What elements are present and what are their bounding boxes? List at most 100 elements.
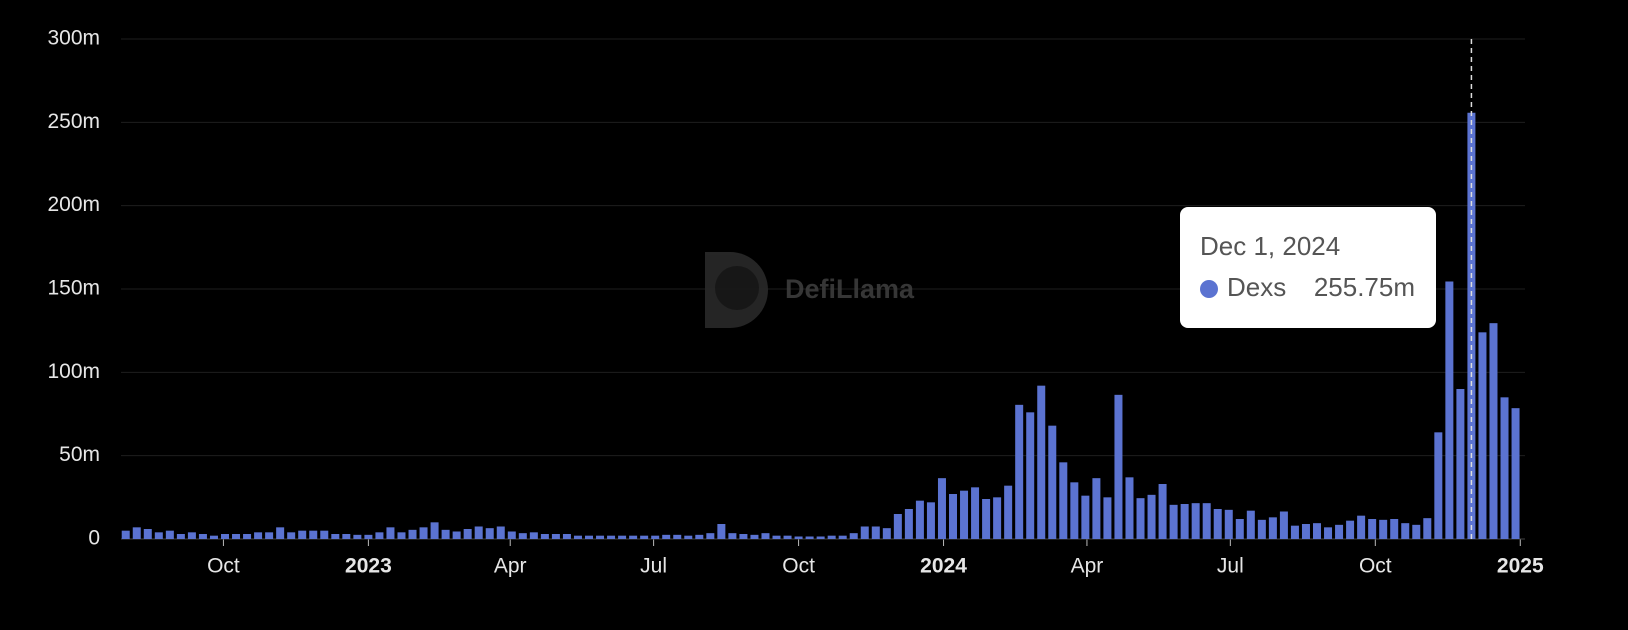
bar (1511, 408, 1520, 539)
bar (1301, 524, 1310, 539)
bar (529, 532, 538, 539)
bar (265, 532, 274, 539)
bar (893, 514, 902, 539)
bar (618, 535, 627, 539)
bar (1257, 519, 1266, 539)
x-tick-label: 2023 (345, 555, 392, 578)
bar (1279, 511, 1288, 539)
bar (1324, 527, 1333, 539)
bar (1246, 510, 1255, 539)
bar (221, 534, 229, 539)
bar (1224, 509, 1233, 539)
bar (982, 499, 991, 539)
bar (1158, 484, 1167, 539)
bar (187, 532, 196, 539)
bar (143, 529, 152, 539)
y-tick-label: 150m (47, 277, 100, 300)
bar (1213, 509, 1222, 539)
bar (1004, 485, 1013, 539)
bar (342, 534, 351, 539)
bar (1434, 432, 1443, 539)
bar (1070, 482, 1079, 539)
watermark: DefiLlama (705, 252, 915, 328)
bar (1500, 397, 1509, 539)
bar (287, 532, 296, 539)
bar (1357, 515, 1366, 539)
bar (915, 500, 924, 539)
x-tick-label: Jul (640, 555, 667, 578)
bar (882, 528, 891, 539)
bar (298, 530, 307, 539)
tooltip-series: Dexs (1227, 272, 1286, 302)
bar (794, 536, 803, 539)
bar (452, 531, 461, 539)
bar (1202, 503, 1211, 539)
bar (827, 535, 836, 539)
bar (198, 534, 207, 539)
bar (320, 530, 329, 539)
bar (904, 509, 913, 539)
bar (871, 526, 880, 539)
grid (121, 38, 1525, 540)
bar (1235, 519, 1244, 539)
bar (375, 532, 384, 539)
bar (485, 528, 494, 539)
bar (971, 487, 980, 539)
bar (1313, 523, 1321, 539)
bar (408, 529, 417, 539)
bar (1401, 523, 1410, 539)
bar (772, 535, 781, 539)
bar (1147, 494, 1156, 539)
bar (838, 535, 847, 539)
bar (651, 535, 660, 539)
bar (463, 529, 472, 539)
bar (419, 527, 428, 539)
bar (1335, 524, 1344, 539)
bar (1136, 498, 1145, 539)
x-tick-label: Apr (1071, 555, 1104, 578)
bar (1445, 281, 1454, 539)
tooltip-title: Dec 1, 2024 (1200, 231, 1340, 261)
tooltip: Dec 1, 2024 Dexs 255.75m (1180, 207, 1436, 328)
bar (805, 536, 814, 539)
bar (1379, 519, 1388, 539)
bar (176, 534, 185, 539)
bar (309, 530, 318, 539)
bar (1390, 519, 1399, 539)
bar (276, 527, 285, 539)
tooltip-value: 255.75m (1314, 272, 1415, 302)
bar (254, 532, 263, 539)
x-tick-label: Apr (494, 555, 527, 578)
y-tick-label: 100m (47, 360, 100, 383)
watermark-text: DefiLlama (785, 274, 915, 304)
bar (551, 534, 560, 539)
bar (397, 532, 406, 539)
bar (860, 526, 869, 539)
bar (1489, 323, 1498, 539)
watermark-logo-face (715, 266, 759, 310)
bar (761, 533, 770, 539)
bar (154, 532, 163, 539)
y-tick-label: 250m (47, 110, 100, 133)
bar (353, 534, 362, 539)
bar (993, 497, 1002, 539)
bar (607, 535, 616, 539)
bar (474, 526, 483, 539)
bar (232, 534, 241, 539)
bar (1015, 404, 1024, 539)
x-tick-label: Oct (207, 555, 240, 578)
bar (926, 502, 935, 539)
bar (684, 535, 693, 539)
bar (629, 535, 638, 539)
bar (562, 534, 571, 539)
x-tick-label: 2025 (1497, 555, 1544, 578)
bar (1478, 332, 1487, 539)
bar (662, 534, 671, 539)
bar (518, 533, 527, 539)
bar (1268, 517, 1277, 539)
x-tick-label: 2024 (920, 555, 967, 578)
x-tick-label: Jul (1217, 555, 1244, 578)
bar (1423, 518, 1432, 539)
bar (1456, 389, 1465, 539)
y-tick-label: 50m (59, 443, 100, 466)
